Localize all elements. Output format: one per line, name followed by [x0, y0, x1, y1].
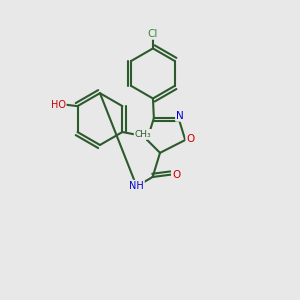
Text: HO: HO — [51, 100, 66, 110]
Text: O: O — [186, 134, 195, 144]
Text: NH: NH — [129, 181, 144, 191]
Text: O: O — [172, 169, 180, 180]
Text: Cl: Cl — [148, 29, 158, 39]
Text: CH₃: CH₃ — [135, 130, 151, 139]
Text: N: N — [176, 111, 184, 121]
